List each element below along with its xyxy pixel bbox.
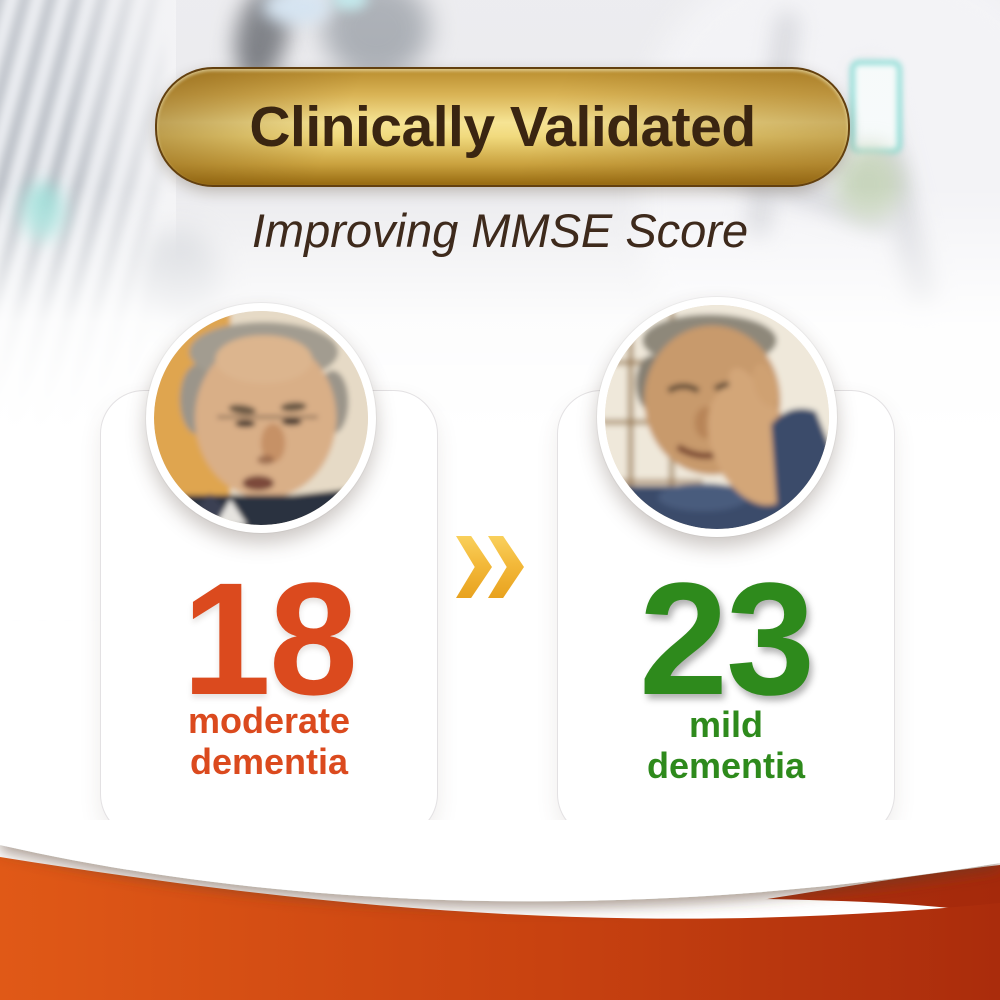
severity-line: mild <box>688 704 763 745</box>
gold-banner: Clinically Validated <box>155 67 850 187</box>
after-photo <box>597 297 837 537</box>
banner-title: Clinically Validated <box>249 95 756 159</box>
subtitle: Improving MMSE Score <box>251 204 749 257</box>
chevron-right-icon <box>456 536 492 598</box>
double-chevron-right-icon <box>456 536 528 598</box>
background-blur-blob <box>332 0 368 10</box>
before-score: 18 <box>182 549 358 728</box>
after-severity-label: mild dementia <box>558 704 894 786</box>
chevron-right-icon <box>488 536 524 598</box>
background-blur-blob <box>262 0 332 24</box>
severity-line: dementia <box>189 740 349 782</box>
before-portrait-illustration <box>154 311 368 525</box>
coat-fold <box>850 60 940 310</box>
before-photo <box>146 303 376 533</box>
bottom-wave-decoration <box>0 820 1000 1000</box>
after-score: 23 <box>639 549 815 728</box>
severity-line: dementia <box>646 744 806 786</box>
test-tube-blur <box>850 60 902 154</box>
severity-line: moderate <box>187 700 351 741</box>
before-severity-label: moderate dementia <box>101 700 437 782</box>
after-portrait-illustration <box>605 305 829 529</box>
